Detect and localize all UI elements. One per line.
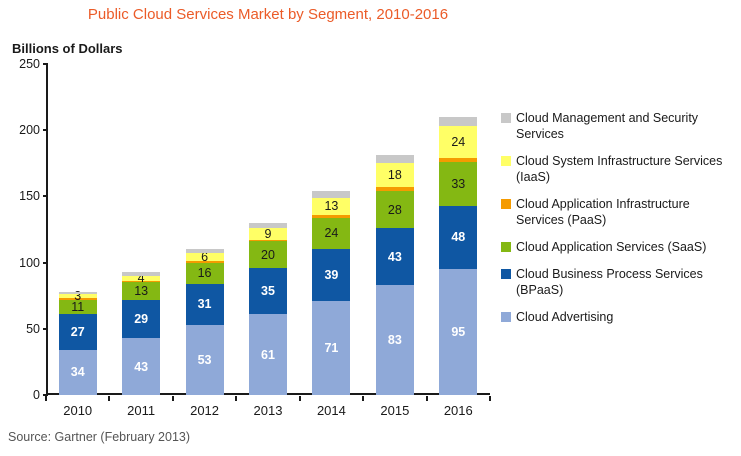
legend-item-label: Cloud Application Services (SaaS) [516, 240, 707, 254]
y-tick-label: 0 [33, 388, 40, 402]
bar-segment [375, 191, 414, 229]
bar-segment [58, 349, 97, 395]
bar-segment [312, 191, 351, 198]
bar-segment [249, 314, 287, 395]
x-tick-mark [108, 396, 111, 401]
bar-segment [439, 161, 478, 206]
bar-segment [185, 253, 224, 262]
legend-item-label: Cloud Application Infrastructure Service… [516, 197, 690, 227]
chart-title: Public Cloud Services Market by Segment,… [87, 6, 449, 23]
bar-segment [312, 214, 351, 218]
bar-segment [249, 240, 287, 242]
bar-segment [439, 269, 478, 395]
x-tick-mark [235, 396, 238, 401]
x-tick-mark [45, 396, 47, 401]
y-tick-mark [43, 63, 48, 65]
bar-segment [439, 116, 478, 127]
legend-swatch [501, 242, 511, 252]
y-tick-label: 250 [19, 57, 40, 71]
x-category-label: 2014 [316, 403, 346, 418]
bar-segment [375, 187, 414, 192]
legend-swatch [501, 113, 511, 123]
bar-segment [185, 262, 224, 284]
bar-segment [122, 299, 161, 339]
bar-segment [58, 298, 97, 300]
y-tick-mark [43, 129, 48, 132]
bar-segment [58, 291, 97, 295]
source-note: Source: Gartner (February 2013) [8, 430, 191, 444]
y-tick-label: 50 [26, 321, 40, 336]
x-tick-mark [425, 396, 428, 401]
y-tick-mark [43, 261, 48, 264]
bar-segment [312, 249, 351, 301]
bar-segment [375, 163, 414, 188]
y-tick-label: 200 [19, 123, 40, 138]
bar-segment [58, 294, 97, 299]
y-axis-title: Billions of Dollars [12, 41, 123, 56]
x-tick-mark [489, 396, 491, 401]
x-category-label: 2011 [127, 403, 156, 418]
bar-segment [122, 271, 161, 276]
y-tick-mark [43, 195, 48, 198]
bar-segment [312, 300, 351, 395]
legend-item: Cloud Business Process Services (BPaaS) [501, 266, 739, 298]
y-tick-label: 100 [19, 255, 40, 270]
bar-segment [375, 285, 414, 395]
legend-swatch [501, 156, 511, 166]
x-category-label: 2015 [380, 403, 410, 418]
legend: Cloud Management and Security Services Cl… [501, 110, 739, 336]
bar-segment [122, 275, 161, 282]
y-tick-label: 150 [19, 189, 40, 204]
y-tick-mark [43, 327, 48, 330]
y-tick-mark [43, 394, 48, 396]
legend-item: Cloud Management and Security Services [501, 110, 739, 142]
legend-item-label: Cloud System Infrastructure Services (Ia… [516, 154, 723, 184]
bar-segment [58, 314, 97, 350]
bar-segment [185, 283, 224, 325]
x-tick-mark [362, 396, 365, 401]
bar-segment [312, 197, 351, 215]
x-category-label: 2012 [190, 403, 220, 418]
bar-segment [375, 228, 414, 286]
bar-segment [185, 324, 224, 395]
bar-segment [439, 126, 478, 158]
bar-segment [122, 338, 161, 395]
x-category-label: 2016 [443, 403, 473, 418]
x-category-label: 2010 [63, 403, 93, 418]
bar-segment [185, 261, 224, 263]
bar-segment [312, 217, 351, 250]
x-category-label: 2013 [253, 403, 283, 418]
legend-item-label: Cloud Advertising [516, 310, 614, 324]
bar-segment [122, 282, 161, 300]
bar-segment [249, 241, 287, 268]
bar-segment [249, 222, 287, 229]
bar-segment [58, 299, 97, 315]
legend-item-label: Cloud Business Process Services (BPaaS) [516, 267, 703, 297]
legend-item: Cloud System Infrastructure Services (Ia… [501, 153, 739, 185]
bar-segment [439, 205, 478, 270]
legend-item: Cloud Application Infrastructure Service… [501, 196, 739, 228]
x-tick-mark [171, 396, 174, 401]
legend-item: Cloud Advertising [501, 309, 739, 325]
legend-item-label: Cloud Management and Security Services [516, 111, 699, 141]
bar-segment [185, 249, 224, 254]
bar-segment [122, 281, 161, 283]
bar-segment [249, 267, 287, 315]
legend-swatch [501, 199, 511, 209]
bar-segment [249, 228, 287, 241]
x-tick-mark [298, 396, 301, 401]
legend-item: Cloud Application Services (SaaS) [501, 239, 739, 255]
legend-swatch [501, 312, 511, 322]
legend-swatch [501, 269, 511, 279]
bar-segment [375, 155, 414, 164]
bar-segment [439, 158, 478, 162]
